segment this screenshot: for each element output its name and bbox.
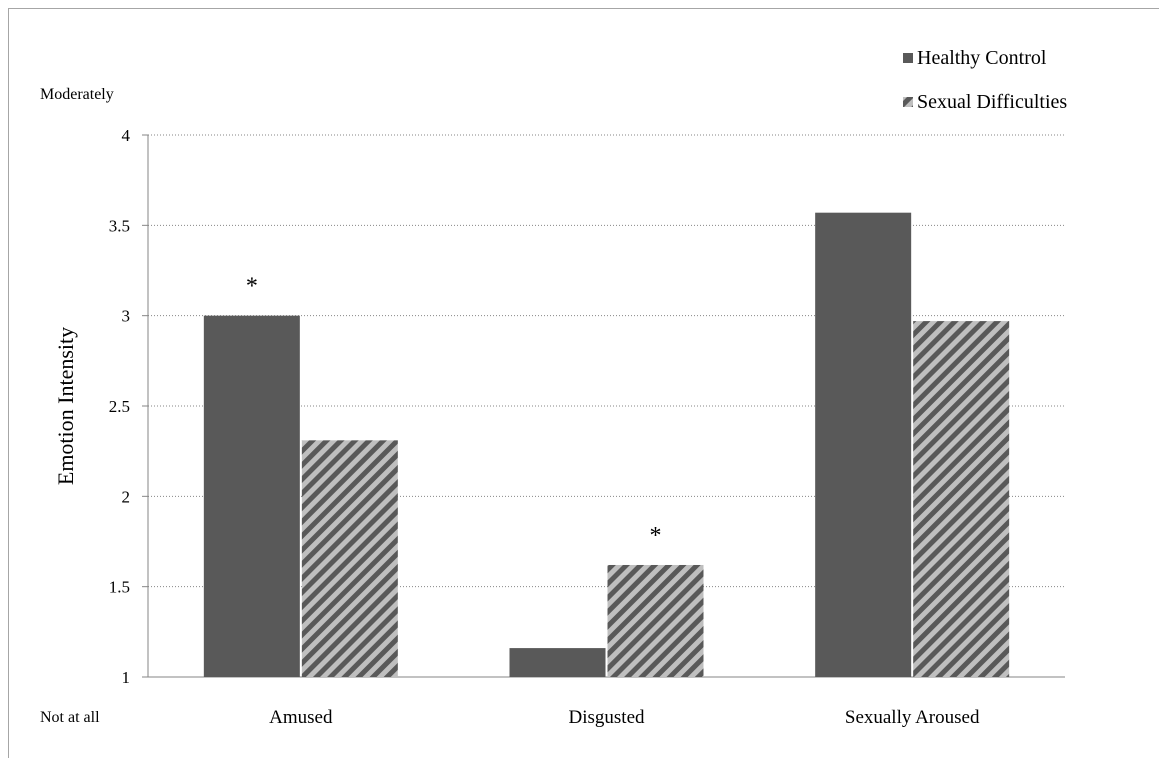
bar-healthy-control-amused [203, 315, 300, 677]
y-tick-label: 3 [122, 307, 131, 326]
y-anchor-bottom-label: Not at all [40, 709, 100, 726]
x-tick-label: Sexually Aroused [845, 707, 980, 728]
x-tick-label: Disgusted [569, 707, 646, 728]
chart-frame [8, 8, 1159, 758]
significance-marker: * [246, 274, 258, 300]
legend-label-sexual-difficulties: Sexual Difficulties [917, 91, 1067, 113]
bar-sexual-difficulties-amused [301, 440, 398, 677]
x-tick-label: Amused [269, 707, 333, 728]
legend-label-healthy-control: Healthy Control [917, 47, 1047, 69]
x-tick-labels: Amused Disgusted Sexually Aroused [269, 707, 980, 728]
y-tick-labels: 1 1.5 2 2.5 3 3.5 4 [109, 126, 131, 687]
axes [147, 135, 1065, 678]
significance-markers: ** [246, 274, 662, 549]
bar-healthy-control-disgusted [509, 648, 606, 677]
y-tick-label: 2.5 [109, 397, 130, 416]
bar-healthy-control-sexually-aroused [815, 212, 912, 678]
y-axis-label: Emotion Intensity [53, 327, 78, 485]
gridlines [142, 134, 1065, 678]
y-anchor-top-label: Moderately [40, 86, 114, 103]
legend-swatch-sexual-difficulties [903, 97, 913, 107]
significance-marker: * [650, 523, 662, 549]
y-tick-label: 1 [122, 668, 131, 687]
y-tick-label: 2 [122, 487, 131, 506]
y-tick-label: 3.5 [109, 216, 130, 235]
y-tick-label: 1.5 [109, 578, 130, 597]
y-tick-label: 4 [122, 126, 131, 145]
legend-swatch-healthy-control [903, 53, 913, 63]
bar-sexual-difficulties-sexually-aroused [913, 321, 1010, 677]
legend: Healthy Control Sexual Difficulties [903, 47, 1067, 113]
bars [203, 212, 1010, 678]
bar-sexual-difficulties-disgusted [607, 564, 704, 677]
